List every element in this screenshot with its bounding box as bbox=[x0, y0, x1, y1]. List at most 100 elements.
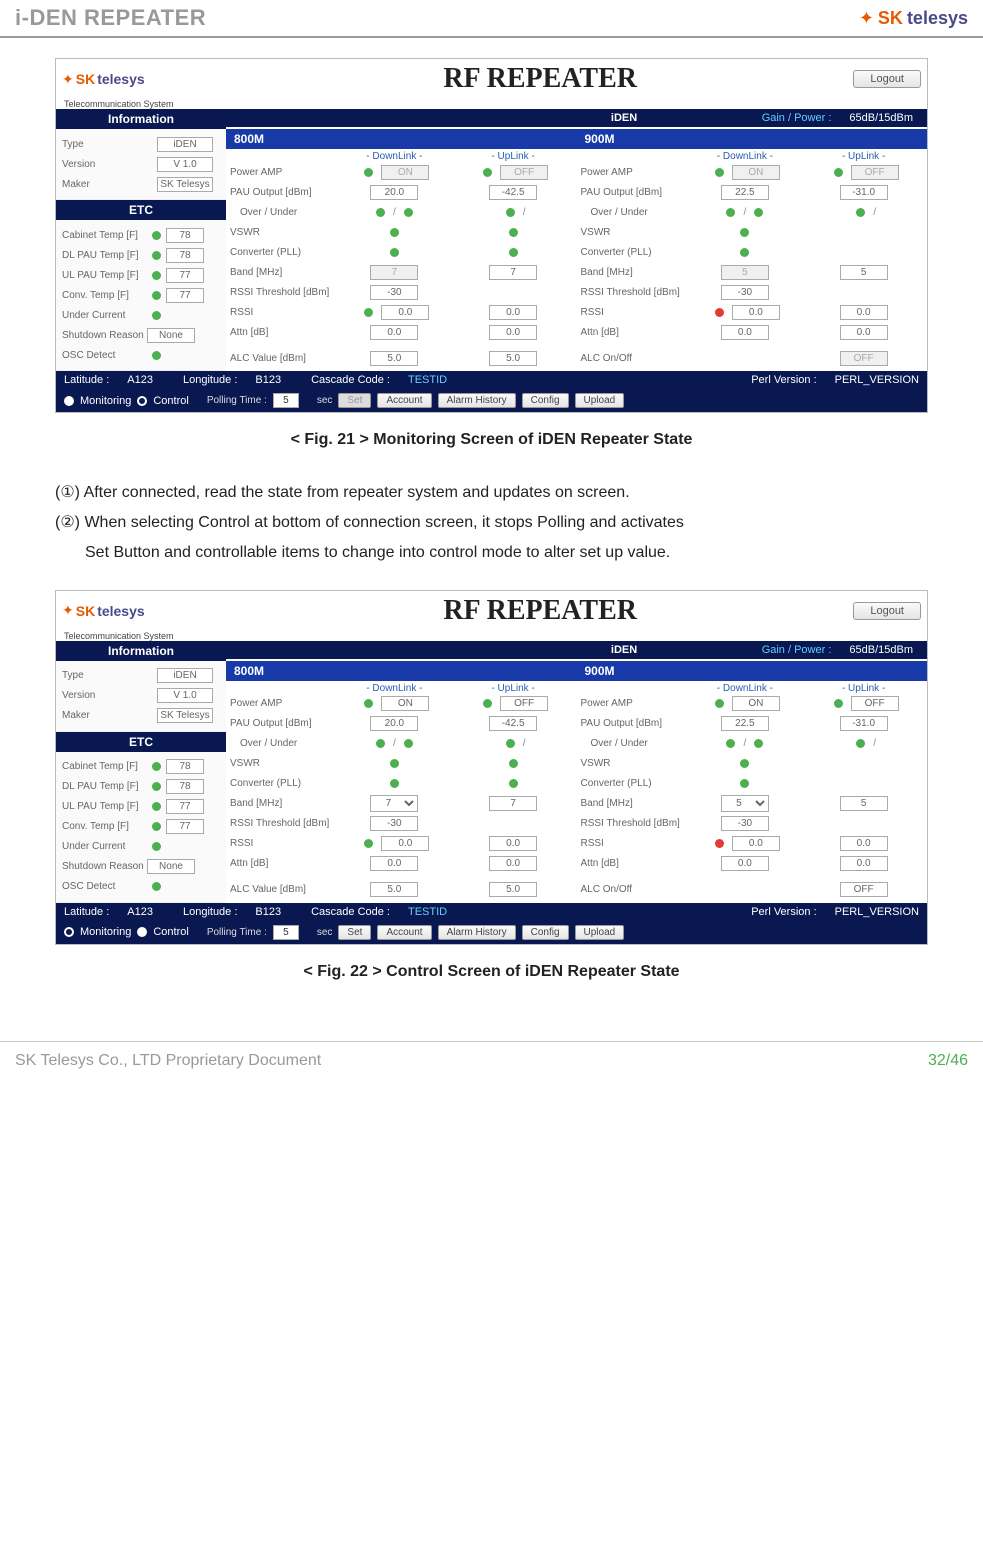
band-row: Band [MHz]77 bbox=[230, 262, 573, 282]
pau-output-row: PAU Output [dBm]20.0-42.5 bbox=[230, 182, 573, 202]
status-dot-icon bbox=[152, 351, 161, 360]
attn-ul-input[interactable]: 0.0 bbox=[489, 856, 537, 871]
800m-header: 800M bbox=[226, 129, 577, 149]
fig21-caption: < Fig. 21 > Monitoring Screen of iDEN Re… bbox=[55, 431, 928, 449]
alc-onoff-input[interactable]: OFF bbox=[840, 882, 888, 897]
band-row: Band [MHz]55 bbox=[581, 794, 924, 814]
longitude-value: B123 bbox=[255, 374, 281, 386]
power-amp-ul-input[interactable]: OFF bbox=[500, 696, 548, 711]
over-under-row: Over / Under// bbox=[581, 202, 924, 222]
converter-pll-row: Converter (PLL) bbox=[230, 242, 573, 262]
upload-button[interactable]: Upload bbox=[575, 393, 625, 408]
control-radio[interactable] bbox=[137, 396, 147, 406]
status-dot-icon bbox=[152, 271, 161, 280]
logout-button[interactable]: Logout bbox=[853, 602, 921, 620]
rssi-row: RSSI0.00.0 bbox=[230, 834, 573, 854]
pau-ul-input[interactable]: -42.5 bbox=[489, 716, 537, 731]
alc-ul-input[interactable]: 5.0 bbox=[489, 882, 537, 897]
page-footer: SK Telesys Co., LTD Proprietary Document… bbox=[0, 1041, 983, 1080]
set-button[interactable]: Set bbox=[338, 925, 371, 940]
attn-dl-input[interactable]: 0.0 bbox=[370, 856, 418, 871]
status-dot-icon bbox=[726, 208, 735, 217]
link-headers: - DownLink -- UpLink - bbox=[686, 151, 924, 162]
power-amp-row: Power AMPONOFF bbox=[581, 162, 924, 182]
rssi-threshold-input[interactable]: -30 bbox=[370, 816, 418, 831]
control-footer-bar: Monitoring Control Polling Time :5sec Se… bbox=[56, 389, 927, 412]
alarm-history-button[interactable]: Alarm History bbox=[438, 925, 516, 940]
footer-page-number: 32/46 bbox=[928, 1052, 968, 1070]
etc-header: ETC bbox=[56, 732, 226, 752]
conv-temp-row: Conv. Temp [F]77 bbox=[62, 286, 220, 304]
logout-button[interactable]: Logout bbox=[853, 70, 921, 88]
upload-button[interactable]: Upload bbox=[575, 925, 625, 940]
alc-value-row: ALC Value [dBm]5.05.0 bbox=[230, 348, 573, 368]
status-dot-icon bbox=[754, 208, 763, 217]
version-row: VersionV 1.0 bbox=[62, 687, 220, 705]
footer-company: SK Telesys Co., LTD Proprietary Document bbox=[15, 1052, 321, 1070]
account-button[interactable]: Account bbox=[377, 925, 431, 940]
status-dot-icon bbox=[152, 802, 161, 811]
page-content: ✦ SK telesys RF REPEATER Logout Telecomm… bbox=[0, 38, 983, 1041]
band-dl-select[interactable]: 7 bbox=[370, 795, 418, 812]
rssi-threshold-row: RSSI Threshold [dBm]-30 bbox=[581, 814, 924, 834]
mini-logo: ✦ SK telesys bbox=[62, 602, 227, 619]
status-dot-icon bbox=[856, 208, 865, 217]
alarm-history-button[interactable]: Alarm History bbox=[438, 393, 516, 408]
config-button[interactable]: Config bbox=[522, 925, 569, 940]
information-header: Information bbox=[56, 641, 226, 661]
butterfly-icon: ✦ bbox=[62, 71, 74, 88]
under-current-row: Under Current bbox=[62, 838, 220, 856]
logo-telesys-text: telesys bbox=[97, 603, 144, 619]
polling-time-input[interactable]: 5 bbox=[273, 393, 299, 408]
status-dot-icon bbox=[364, 168, 373, 177]
status-dot-icon bbox=[483, 168, 492, 177]
osc-detect-row: OSC Detect bbox=[62, 346, 220, 364]
conv-temp-row: Conv. Temp [F]77 bbox=[62, 818, 220, 836]
status-dot-icon bbox=[152, 882, 161, 891]
account-button[interactable]: Account bbox=[377, 393, 431, 408]
config-button[interactable]: Config bbox=[522, 393, 569, 408]
version-row: VersionV 1.0 bbox=[62, 155, 220, 173]
status-dot-icon bbox=[856, 739, 865, 748]
status-dot-icon bbox=[404, 739, 413, 748]
rssi-row: RSSI0.00.0 bbox=[581, 834, 924, 854]
butterfly-icon: ✦ bbox=[62, 602, 74, 619]
status-dot-icon bbox=[506, 739, 515, 748]
logo-sk-text: SK bbox=[76, 603, 95, 619]
power-amp-dl-input[interactable]: ON bbox=[381, 696, 429, 711]
attn-row: Attn [dB]0.00.0 bbox=[581, 322, 924, 342]
alc-value-row: ALC Value [dBm]5.05.0 bbox=[230, 880, 573, 900]
attn-row: Attn [dB]0.00.0 bbox=[230, 854, 573, 874]
control-radio[interactable] bbox=[137, 927, 147, 937]
monitoring-radio[interactable] bbox=[64, 396, 74, 406]
monitoring-radio[interactable] bbox=[64, 927, 74, 937]
osc-detect-row: OSC Detect bbox=[62, 878, 220, 896]
vswr-row: VSWR bbox=[581, 222, 924, 242]
alc-dl-input[interactable]: 5.0 bbox=[370, 882, 418, 897]
ul-pau-temp-row: UL PAU Temp [F]77 bbox=[62, 798, 220, 816]
status-dot-icon bbox=[152, 311, 161, 320]
status-dot-icon bbox=[390, 248, 399, 257]
rssi-threshold-row: RSSI Threshold [dBm]-30 bbox=[581, 282, 924, 302]
maker-value: SK Telesys bbox=[157, 177, 213, 192]
fig21-monitoring-screen: ✦ SK telesys RF REPEATER Logout Telecomm… bbox=[55, 58, 928, 413]
telecom-subtitle: Telecommunication System bbox=[64, 631, 927, 641]
body-text-1: (①) After connected, read the state from… bbox=[55, 479, 928, 506]
gain-power-label: Gain / Power : bbox=[762, 644, 832, 656]
pau-dl-input[interactable]: 20.0 bbox=[370, 716, 418, 731]
status-dot-icon bbox=[483, 699, 492, 708]
maker-row: MakerSK Telesys bbox=[62, 175, 220, 193]
mini-logo: ✦ SK telesys bbox=[62, 71, 227, 88]
status-dot-icon bbox=[740, 228, 749, 237]
status-dot-icon bbox=[754, 739, 763, 748]
power-amp-row: Power AMPONOFF bbox=[581, 694, 924, 714]
status-dot-icon bbox=[364, 699, 373, 708]
status-dot-icon bbox=[509, 779, 518, 788]
rssi-row: RSSI0.00.0 bbox=[581, 302, 924, 322]
pau-output-row: PAU Output [dBm]20.0-42.5 bbox=[230, 714, 573, 734]
polling-time-input[interactable]: 5 bbox=[273, 925, 299, 940]
perl-version-value: PERL_VERSION bbox=[835, 374, 919, 386]
band-dl-select[interactable]: 5 bbox=[721, 795, 769, 812]
cascade-label: Cascade Code : bbox=[311, 374, 390, 386]
link-headers: - DownLink -- UpLink - bbox=[335, 683, 573, 694]
